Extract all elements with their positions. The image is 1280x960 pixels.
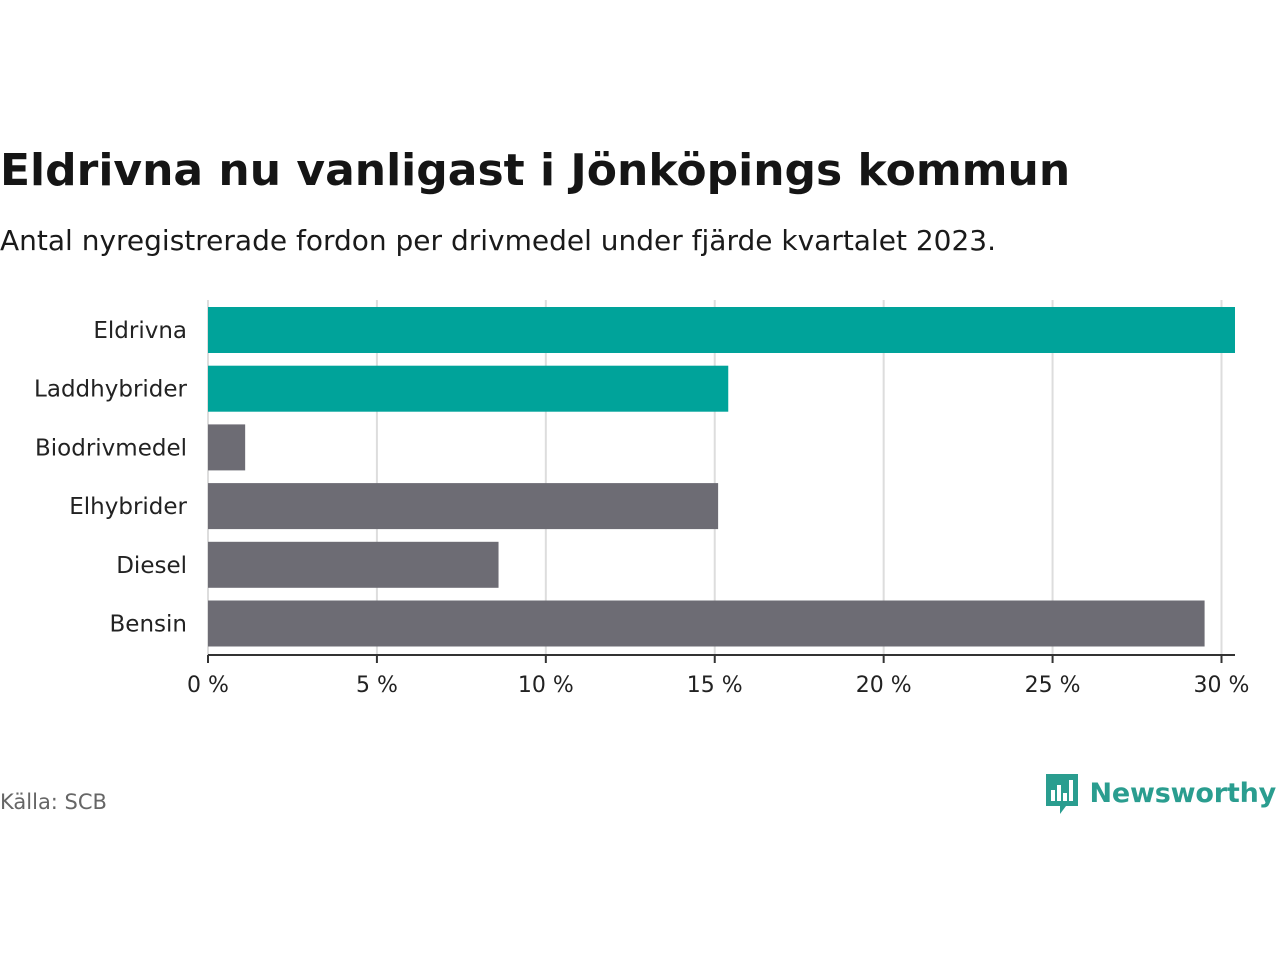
brand-logo: Newsworthy (1044, 772, 1276, 816)
category-label: Laddhybrider (34, 377, 187, 403)
bar (208, 307, 1235, 353)
bar (208, 424, 246, 471)
bar (208, 365, 729, 412)
category-label: Diesel (116, 553, 187, 579)
category-label: Biodrivmedel (35, 435, 187, 461)
bar (208, 541, 499, 588)
x-tick-label: 10 % (518, 673, 574, 698)
bar (208, 483, 719, 530)
gridlines (207, 300, 1223, 655)
bar-chart: 0 % 5 % 10 % 15 % 20 % 25 % 30 % Eldrivna Laddh… (34, 300, 1250, 698)
x-tick-label: 15 % (687, 673, 743, 698)
brand-name: Newsworthy (1089, 778, 1277, 809)
x-tick-label: 5 % (356, 673, 398, 698)
category-label: Eldrivna (93, 318, 187, 344)
x-axis: 0 % 5 % 10 % 15 % 20 % 25 % 30 % (187, 654, 1250, 698)
x-tick-label: 30 % (1194, 673, 1250, 698)
bar-chart-speech-bubble-icon (1045, 774, 1078, 814)
bars (208, 307, 1235, 647)
x-tick-label: 0 % (187, 673, 229, 698)
chart-title: Eldrivna nu vanligast i Jönköpings kommu… (0, 145, 1071, 196)
bar (208, 600, 1205, 647)
category-labels: Eldrivna Laddhybrider Biodrivmedel Elhybrid… (34, 318, 187, 638)
chart-subtitle: Antal nyregistrerade fordon per drivmede… (0, 224, 997, 257)
x-tick-label: 25 % (1025, 673, 1081, 698)
x-tick-label: 20 % (856, 673, 912, 698)
source-note: Källa: SCB (0, 790, 107, 814)
category-label: Elhybrider (69, 494, 187, 520)
category-label: Bensin (110, 612, 187, 638)
